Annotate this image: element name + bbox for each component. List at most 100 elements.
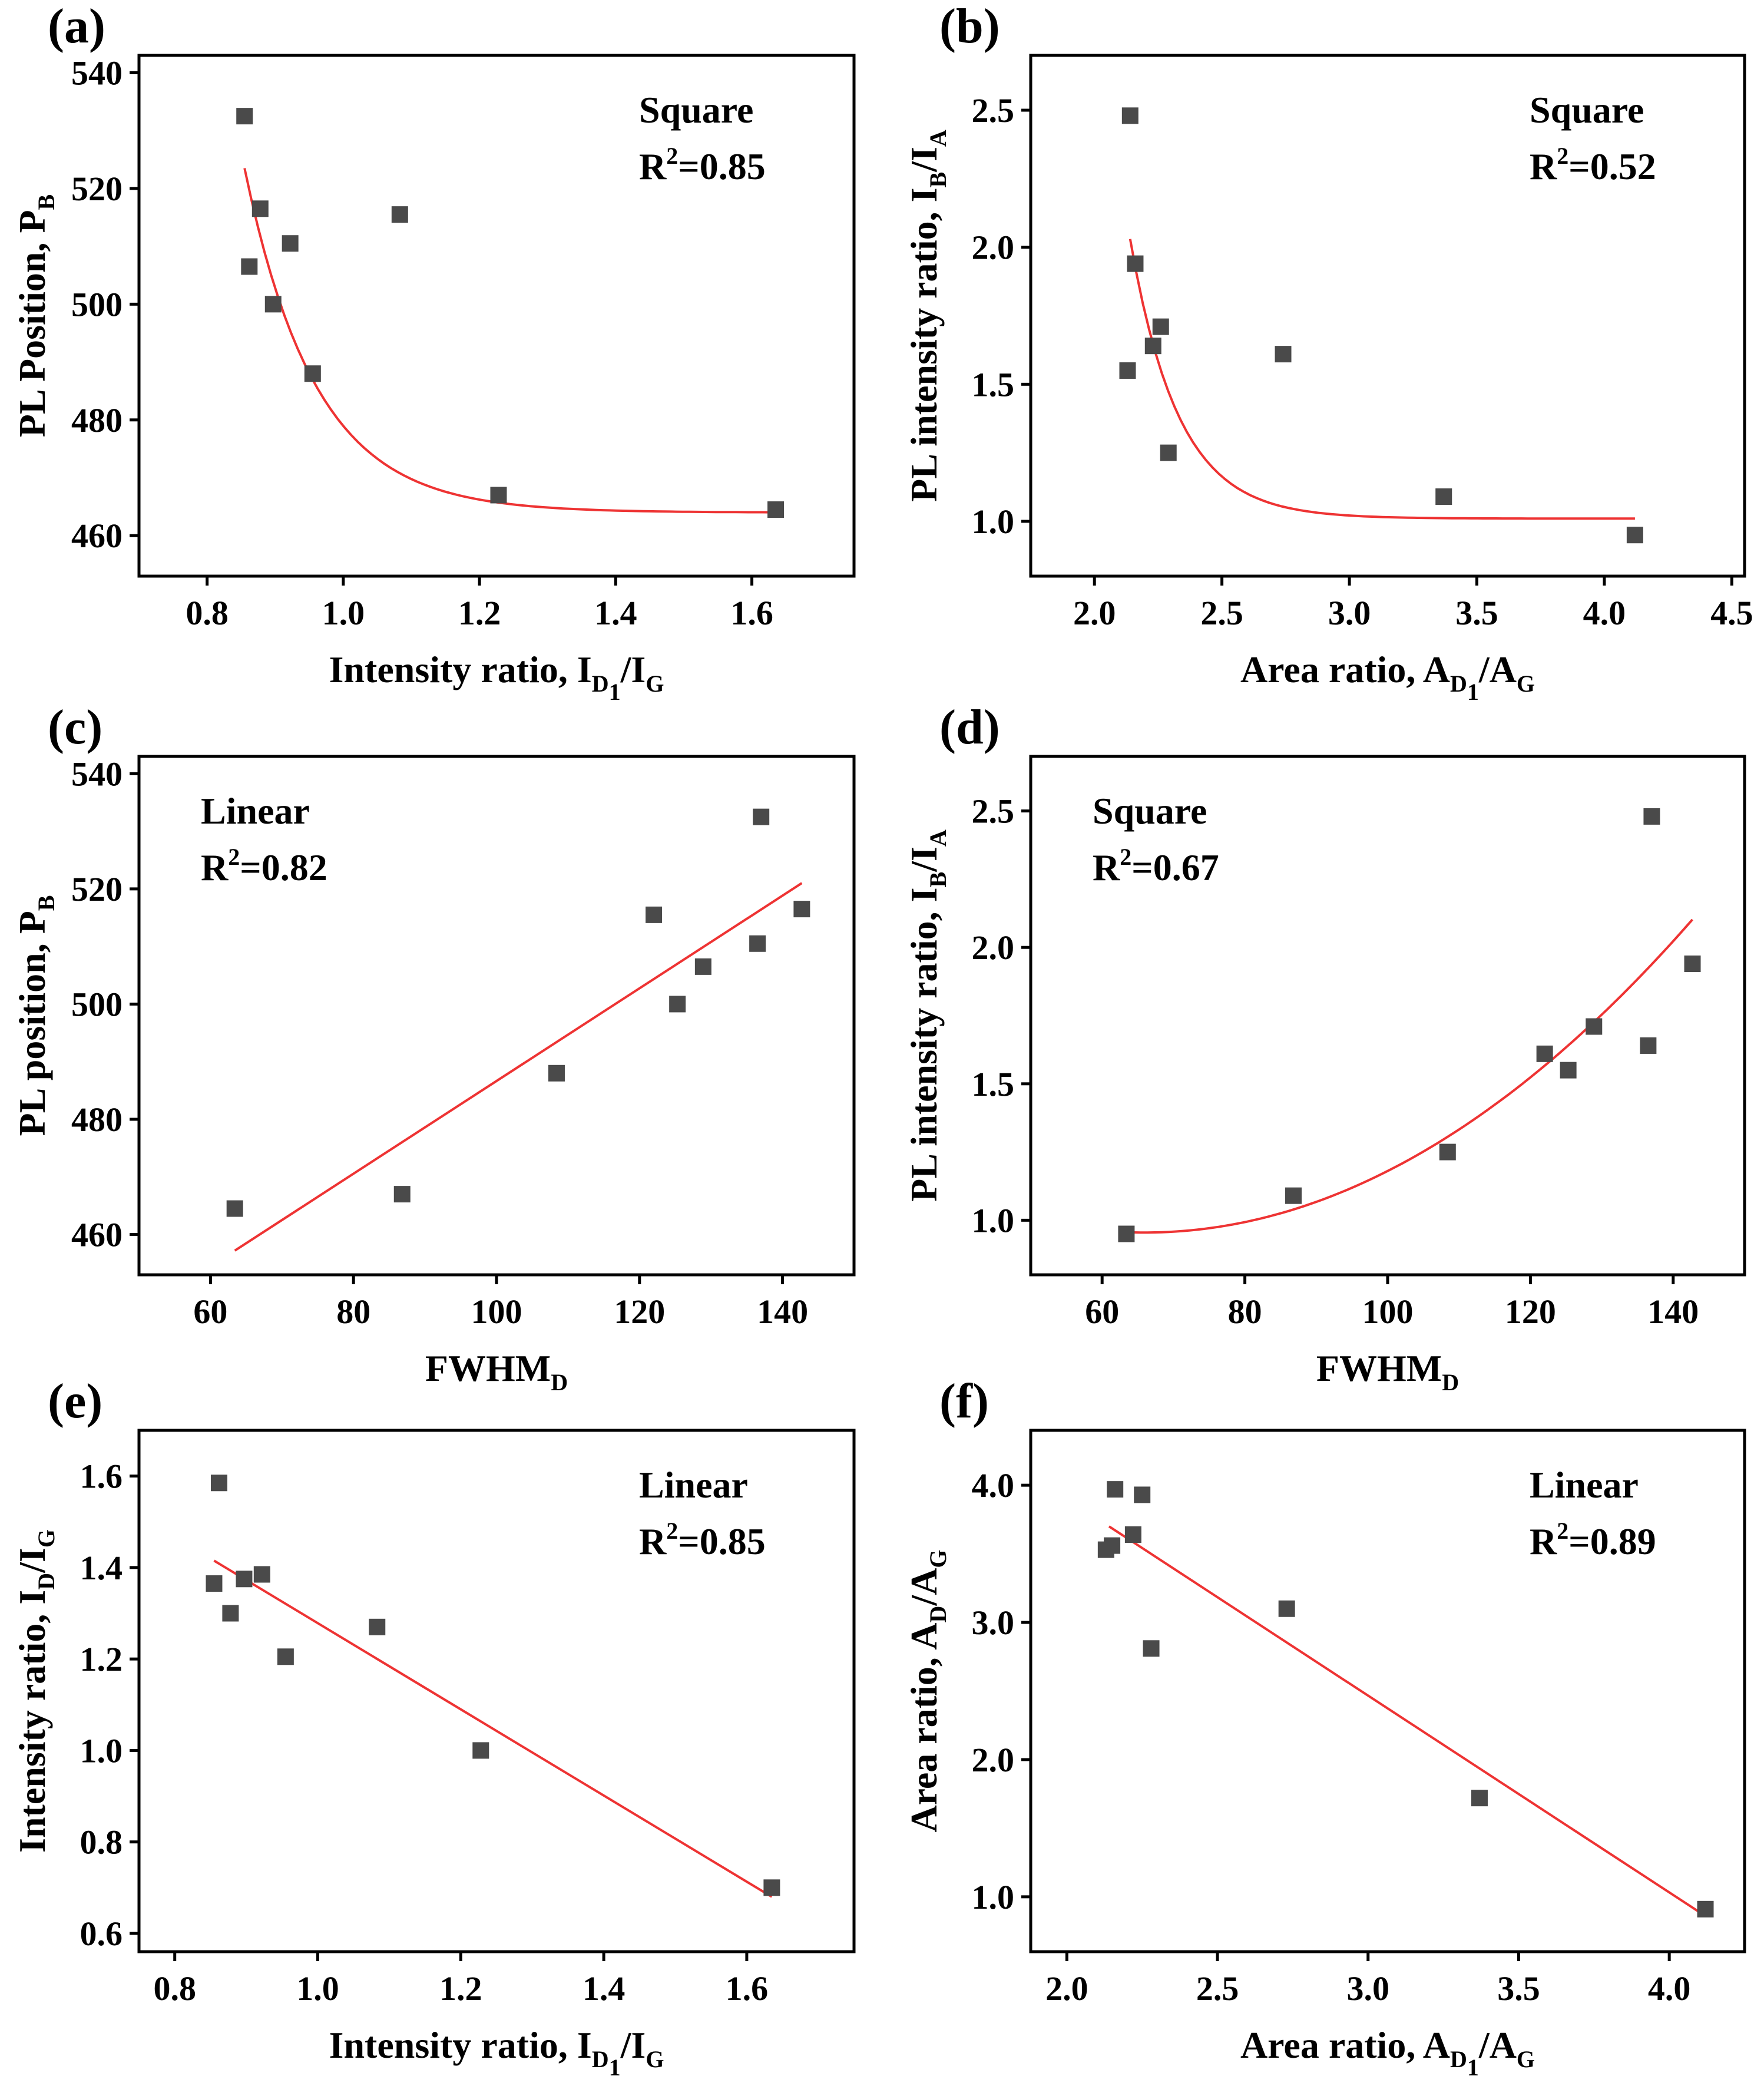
panel-label: (c): [48, 700, 102, 755]
panel-label: (b): [939, 0, 1000, 54]
x-tick-label: 80: [336, 1292, 370, 1331]
y-tick-label: 3.0: [972, 1604, 1015, 1642]
x-tick-label: 60: [193, 1292, 227, 1331]
y-tick-label: 1.0: [972, 1201, 1015, 1239]
x-axis-title-sub: G: [1517, 670, 1535, 697]
x-axis-title-sub: G: [646, 670, 664, 697]
y-tick-label: 2.0: [972, 928, 1015, 967]
data-point: [391, 206, 408, 223]
x-tick-label: 2.0: [1073, 594, 1116, 632]
fit-line: [1128, 239, 1635, 520]
plot-frame: [137, 1429, 856, 1953]
y-tick-label: 1.5: [972, 1065, 1015, 1103]
y-axis-title-sub: D: [925, 1606, 951, 1623]
x-axis-title: Intensity ratio, ID1/IG: [329, 2024, 664, 2081]
data-point: [1626, 527, 1643, 544]
y-tick-label: 520: [71, 170, 123, 208]
data-point: [222, 1605, 239, 1622]
r-squared-label: R2=0.85: [639, 1518, 766, 1562]
y-axis-title-text: /I: [903, 847, 945, 872]
data-point: [253, 1566, 270, 1583]
y-axis-title-text: PL intensity ratio, I: [903, 887, 945, 1201]
y-axis-title-text: /I: [903, 147, 945, 173]
x-axis-title: Area ratio, AD1/AG: [1240, 2024, 1535, 2081]
y-tick-label: 0.8: [80, 1823, 123, 1862]
r-squared-value: =0.89: [1568, 1520, 1656, 1562]
y-tick-label: 520: [71, 870, 123, 908]
y-axis-title-sub: G: [33, 1529, 59, 1548]
data-point: [1104, 1537, 1121, 1554]
x-axis-title-sub: G: [1517, 2046, 1535, 2072]
r-squared-value: =0.85: [678, 1520, 765, 1562]
data-point: [1643, 808, 1660, 825]
y-axis-title-text: PL position, P: [11, 911, 53, 1136]
data-point: [793, 901, 810, 918]
x-axis-title-subsub: 1: [609, 679, 621, 705]
y-axis-title: PL intensity ratio, IB/IA: [903, 829, 951, 1202]
x-tick-label: 80: [1228, 1292, 1262, 1331]
x-tick-label: 1.4: [583, 1969, 625, 2008]
fit-model-label: Square: [639, 89, 753, 131]
r-squared-text: R: [1093, 847, 1120, 888]
data-point: [749, 935, 766, 952]
data-point: [763, 1879, 780, 1896]
y-tick-label: 1.5: [972, 365, 1015, 404]
r-squared-value: =0.52: [1568, 146, 1656, 187]
data-point: [1586, 1018, 1603, 1035]
y-tick-label: 2.5: [972, 792, 1015, 831]
data-point: [1127, 255, 1144, 272]
x-tick-label: 1.0: [296, 1969, 339, 2008]
data-point: [1285, 1187, 1302, 1204]
r-squared-text: R: [639, 1520, 667, 1562]
y-axis-title-sub: B: [925, 872, 951, 888]
plot-frame: [137, 54, 856, 578]
panel-e: 0.8 1.0 1.2 1.4 1.6 0.6 0.8 1.0 1.2 1.4 1.6 (e) Inte…: [11, 1374, 856, 2081]
x-tick-label: 1.6: [730, 594, 773, 632]
r-squared-sup: 2: [666, 143, 678, 169]
x-axis-title-sub: D: [1450, 670, 1467, 697]
r-squared-text: R: [1530, 146, 1557, 187]
x-axis-title-text: /A: [1478, 649, 1517, 690]
r-squared-text: R: [1530, 1520, 1557, 1562]
x-axis-title-text: /I: [620, 2024, 646, 2066]
panel-label: (a): [48, 0, 105, 54]
data-point: [277, 1648, 294, 1665]
x-axis-title-text: Area ratio, A: [1240, 649, 1450, 690]
x-tick-label: 1.2: [458, 594, 501, 632]
x-tick-label: 0.8: [186, 594, 229, 632]
panel-label: (f): [939, 1374, 989, 1429]
x-tick-label: 4.5: [1710, 594, 1753, 632]
y-tick-label: 1.6: [80, 1457, 123, 1496]
r-squared-sup: 2: [228, 844, 240, 870]
fit-model-label: Linear: [1530, 1464, 1639, 1506]
r-squared-label: R2=0.67: [1093, 844, 1219, 888]
x-tick-label: 4.0: [1648, 1969, 1691, 2008]
r-squared-label: R2=0.89: [1530, 1518, 1656, 1562]
fit-line: [1108, 1525, 1706, 1918]
x-axis-title: Area ratio, AD1/AG: [1240, 649, 1535, 705]
x-tick-label: 1.0: [322, 594, 365, 632]
y-axis-title-text: PL intensity ratio, I: [903, 187, 945, 501]
data-point: [369, 1618, 386, 1635]
plot-frame: [1029, 755, 1746, 1277]
x-tick-label: 140: [757, 1292, 808, 1331]
data-point: [646, 906, 663, 923]
data-point: [1118, 1225, 1135, 1242]
r-squared-sup: 2: [1557, 143, 1568, 169]
y-tick-label: 0.6: [80, 1915, 123, 1953]
y-tick-label: 2.0: [972, 229, 1015, 267]
x-axis-title-subsub: 1: [609, 2054, 621, 2081]
fit-model-label: Linear: [639, 1464, 748, 1506]
panel-d: 60 80 100 120 140 1.0 1.5 2.0 2.5 (d) FWHMD PL inte…: [903, 700, 1746, 1396]
x-axis-title-text: /I: [620, 649, 646, 690]
x-axis-title: FWHMD: [425, 1347, 568, 1396]
data-point: [472, 1742, 489, 1759]
data-point: [490, 487, 507, 504]
x-axis-title-subsub: 1: [1467, 679, 1479, 705]
y-axis-title-text: PL Position, P: [11, 210, 53, 437]
y-axis-title-sub: D: [33, 1573, 59, 1590]
fit-line: [243, 168, 776, 514]
fit-line: [1126, 918, 1693, 1234]
data-point: [1275, 346, 1292, 363]
